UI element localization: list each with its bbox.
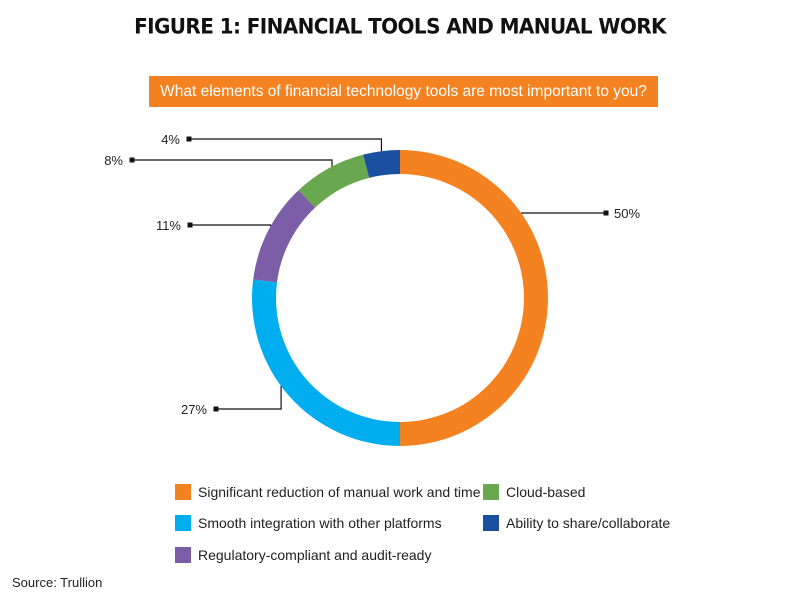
legend-item-regulatory-compliant-and-audit-ready: Regulatory-compliant and audit-ready [175, 547, 431, 563]
callout-line [189, 138, 383, 152]
legend-label: Smooth integration with other platforms [198, 515, 442, 531]
legend-label: Regulatory-compliant and audit-ready [198, 547, 432, 563]
legend-swatch [175, 484, 191, 500]
callout-line [132, 159, 333, 167]
callout-marker [187, 222, 193, 228]
callout-line [190, 224, 272, 227]
legend-item-significant-reduction-of-manual-work-and-time: Significant reduction of manual work and… [175, 484, 480, 500]
callout-marker [213, 406, 219, 412]
legend-label: Cloud-based [506, 484, 586, 500]
callout-marker [129, 157, 135, 163]
callout-ability-to-share-collaborate: 4% [161, 132, 383, 152]
data-label-cloud-based: 8% [104, 153, 123, 168]
callout-line [216, 386, 282, 410]
legend-label: Significant reduction of manual work and… [198, 484, 481, 500]
legend-swatch [483, 515, 499, 531]
donut-slice-ability-to-share-collaborate [363, 150, 400, 178]
legend-item-ability-to-share-collaborate: Ability to share/collaborate [483, 515, 670, 531]
callout-regulatory-compliant-and-audit-ready: 11% [156, 218, 272, 233]
data-label-smooth-integration-with-other-platforms: 27% [181, 402, 207, 417]
donut-slice-significant-reduction-of-manual-work-and-time [400, 150, 548, 446]
data-label-regulatory-compliant-and-audit-ready: 11% [156, 218, 181, 233]
question-banner: What elements of financial technology to… [149, 76, 658, 107]
callout-significant-reduction-of-manual-work-and-time: 50% [521, 206, 640, 221]
callout-marker [186, 136, 192, 142]
callout-cloud-based: 8% [104, 153, 333, 168]
callout-marker [603, 210, 609, 216]
legend-swatch [483, 484, 499, 500]
legend-label: Ability to share/collaborate [506, 515, 671, 531]
legend-item-smooth-integration-with-other-platforms: Smooth integration with other platforms [175, 515, 442, 531]
figure-title: FIGURE 1: FINANCIAL TOOLS AND MANUAL WOR… [134, 13, 666, 39]
donut-slice-smooth-integration-with-other-platforms [251, 279, 400, 446]
legend-item-cloud-based: Cloud-based [483, 484, 585, 500]
data-label-significant-reduction-of-manual-work-and-time: 50% [614, 206, 640, 221]
callout-smooth-integration-with-other-platforms: 27% [181, 386, 282, 417]
data-label-ability-to-share-collaborate: 4% [161, 132, 180, 147]
donut-slice-cloud-based [298, 154, 370, 208]
legend-swatch [175, 547, 191, 563]
legend-swatch [175, 515, 191, 531]
source-note: Source: Trullion [12, 575, 103, 590]
donut-slice-regulatory-compliant-and-audit-ready [253, 190, 316, 283]
